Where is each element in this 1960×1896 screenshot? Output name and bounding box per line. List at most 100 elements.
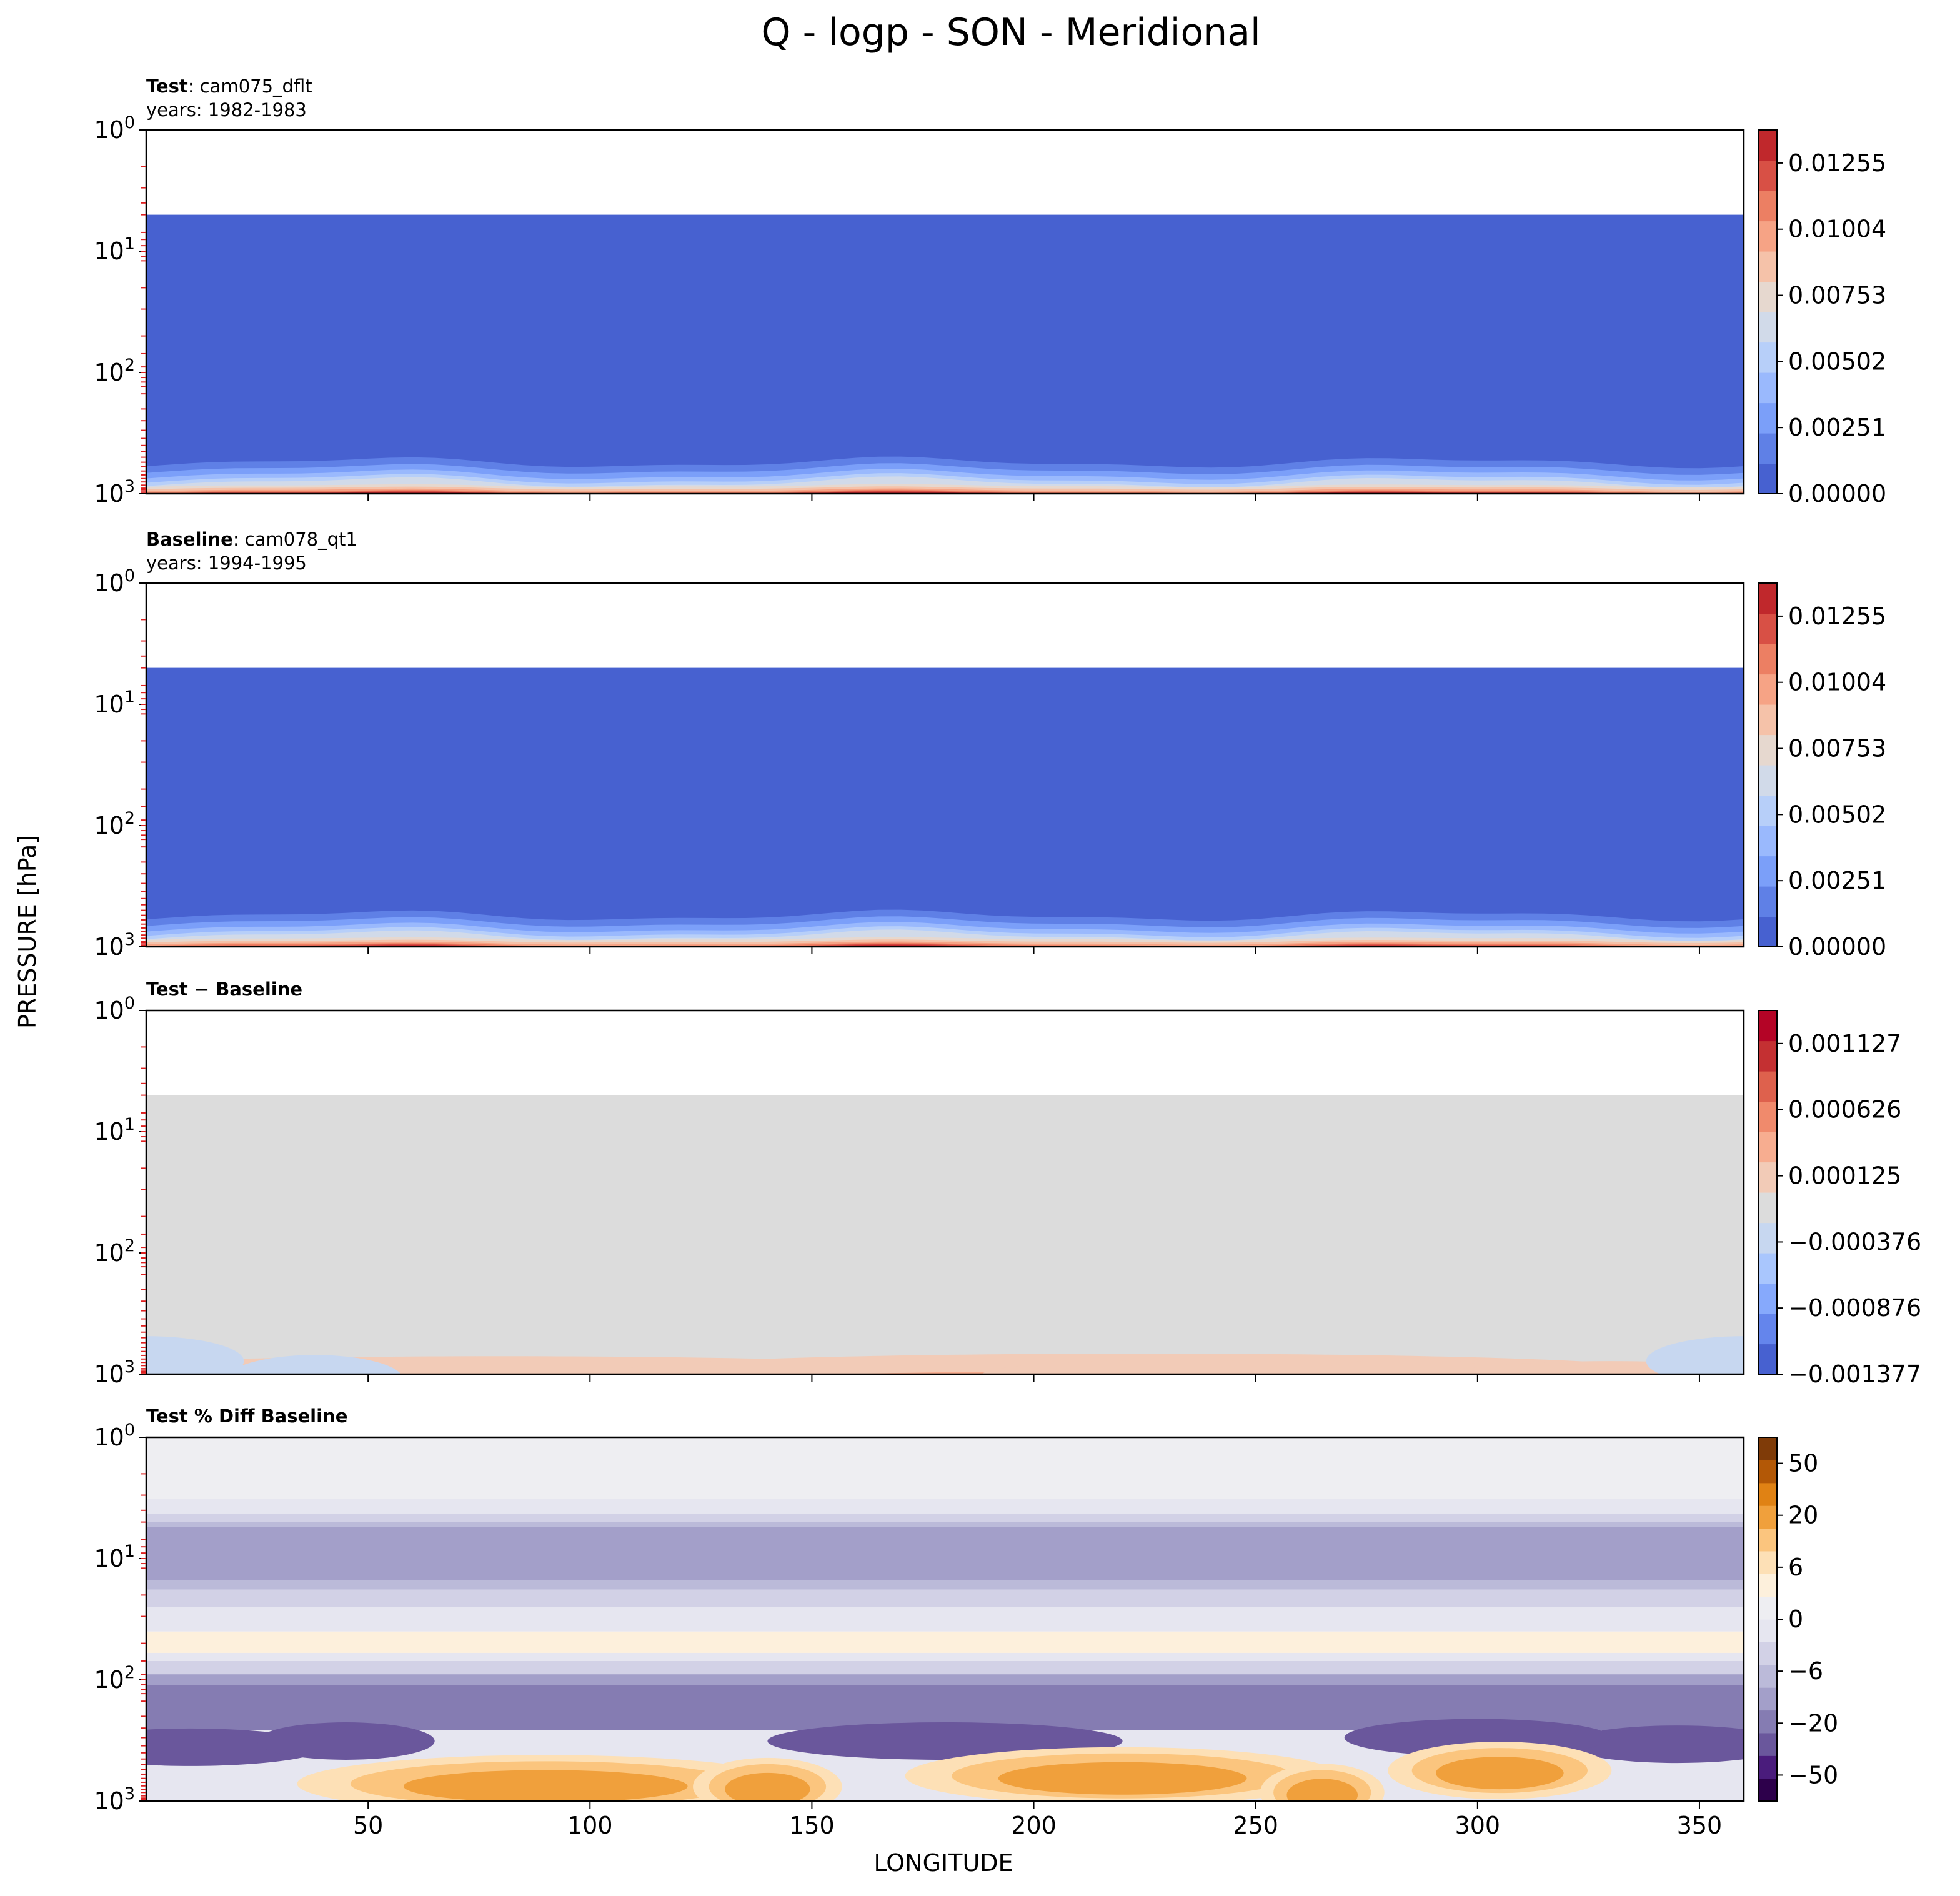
- colorbar-segment: [1758, 765, 1777, 796]
- y-tick-label: 100: [94, 1420, 135, 1451]
- colorbar-segment: [1758, 1010, 1777, 1042]
- contour-band: [679, 1385, 767, 1392]
- contour-band: [257, 1722, 435, 1760]
- contour-fill: [146, 667, 1744, 947]
- colorbar: −50 −20 −6 0 6 20 50: [1758, 1437, 1838, 1802]
- x-axis-label: LONGITUDE: [873, 1849, 1013, 1877]
- contour-band: [146, 1437, 1744, 1499]
- colorbar-segment: [1758, 704, 1777, 736]
- panel-test-minus-baseline: Test − Baseline 100 101 102 103 −0.001377−0.0…: [94, 979, 1921, 1392]
- colorbar-segment: [1758, 1596, 1777, 1620]
- contour-band: [146, 1660, 1744, 1675]
- colorbar-segment: [1758, 1574, 1777, 1597]
- colorbar-segment: [1758, 1642, 1777, 1665]
- colorbar-tick-label: 0.00000: [1788, 480, 1886, 507]
- colorbar-segment: [1758, 583, 1777, 614]
- y-tick-label: 102: [94, 809, 135, 839]
- colorbar-segment: [1758, 1314, 1777, 1345]
- colorbar-tick-label: 6: [1788, 1554, 1803, 1581]
- colorbar-tick-label: 0.00251: [1788, 867, 1886, 894]
- colorbar-tick-label: 0.00753: [1788, 282, 1886, 309]
- colorbar-segment: [1758, 1101, 1777, 1132]
- y-tick-label: 102: [94, 356, 135, 386]
- colorbar-segment: [1758, 1071, 1777, 1102]
- y-tick-label: 102: [94, 1236, 135, 1267]
- colorbar-segment: [1758, 342, 1777, 373]
- colorbar-tick-label: 0.01004: [1788, 669, 1886, 696]
- panel-label: Baseline: cam078_qt1: [146, 529, 357, 550]
- y-tick-label: 101: [94, 1115, 135, 1145]
- colorbar-segment: [1758, 1710, 1777, 1734]
- colorbar-tick-label: 0.00000: [1788, 933, 1886, 960]
- colorbar-segment: [1758, 613, 1777, 644]
- y-tick-label: 101: [94, 687, 135, 718]
- colorbar: −0.001377 −0.000876 −0.000376 0.000125 0.000…: [1758, 1010, 1921, 1388]
- plot-frame: [145, 1009, 1745, 1375]
- contour-band: [1378, 1382, 1445, 1389]
- y-tick-label: 103: [94, 1357, 135, 1388]
- contour-band: [146, 1631, 1744, 1653]
- colorbar-segment: [1758, 463, 1777, 494]
- colorbar-segment: [1758, 1253, 1777, 1284]
- panel-years: years: 1982-1983: [146, 99, 307, 121]
- panel-label: Test − Baseline: [146, 979, 302, 1000]
- y-tick-label: 100: [94, 994, 135, 1024]
- x-tick-label: 50: [353, 1812, 383, 1839]
- colorbar-segment: [1758, 372, 1777, 404]
- x-tick-label: 350: [1677, 1812, 1723, 1839]
- colorbar: 0.00000 0.00251 0.00502 0.00753 0.01004 0.012…: [1758, 129, 1886, 507]
- contour-band: [1040, 1377, 1311, 1390]
- colorbar-tick-label: 0.000125: [1788, 1162, 1901, 1190]
- colorbar-tick-label: 0.00251: [1788, 414, 1886, 441]
- y-tick-label: 100: [94, 113, 135, 144]
- contour-band: [1098, 1384, 1254, 1390]
- colorbar-segment: [1758, 1460, 1777, 1484]
- colorbar-tick-label: −0.000876: [1788, 1294, 1921, 1322]
- contour-band: [146, 1527, 1744, 1580]
- colorbar-segment: [1758, 795, 1777, 826]
- colorbar-segment: [1758, 1687, 1777, 1711]
- colorbar-segment: [1758, 674, 1777, 705]
- y-tick-label: 102: [94, 1663, 135, 1694]
- colorbar-segment: [1758, 886, 1777, 917]
- contour-band: [228, 1355, 402, 1374]
- colorbar-segment: [1758, 221, 1777, 252]
- colorbar-frame: [1758, 129, 1778, 494]
- colorbar-segment: [1758, 312, 1777, 343]
- contour-band: [1286, 1779, 1358, 1801]
- colorbar-tick-label: −50: [1788, 1761, 1838, 1789]
- colorbar-segment: [1758, 644, 1777, 675]
- y-tick-label: 103: [94, 930, 135, 960]
- y-tick-label: 100: [94, 566, 135, 597]
- x-tick-label: 250: [1233, 1812, 1278, 1839]
- colorbar-tick-label: −6: [1788, 1657, 1823, 1685]
- contour-band: [404, 1770, 688, 1801]
- colorbar-segment: [1758, 1778, 1777, 1802]
- colorbar-segment: [1758, 433, 1777, 464]
- colorbar-segment: [1758, 1192, 1777, 1224]
- colorbar-segment: [1758, 1040, 1777, 1072]
- colorbar-segment: [1758, 1283, 1777, 1314]
- colorbar-segment: [1758, 1732, 1777, 1756]
- colorbar-frame: [1758, 582, 1778, 947]
- colorbar-segment: [1758, 1132, 1777, 1163]
- colorbar: 0.00000 0.00251 0.00502 0.00753 0.01004 0.012…: [1758, 582, 1886, 960]
- x-tick-label: 150: [789, 1812, 835, 1839]
- x-tick-label: 200: [1011, 1812, 1057, 1839]
- colorbar-tick-label: 0.00753: [1788, 735, 1886, 762]
- colorbar-segment: [1758, 826, 1777, 857]
- contour-band: [146, 1589, 1744, 1607]
- colorbar-segment: [1758, 1528, 1777, 1552]
- y-tick-label: 101: [94, 1542, 135, 1572]
- colorbar-segment: [1758, 1505, 1777, 1529]
- colorbar-segment: [1758, 130, 1777, 161]
- colorbar-segment: [1758, 1437, 1777, 1460]
- contour-band: [1353, 1375, 1469, 1388]
- contour-band: [1436, 1757, 1564, 1790]
- colorbar-tick-label: 50: [1788, 1450, 1818, 1477]
- colorbar-tick-label: 0.00502: [1788, 801, 1886, 828]
- colorbar-segment: [1758, 1222, 1777, 1254]
- colorbar-tick-label: −20: [1788, 1709, 1838, 1737]
- colorbar-segment: [1758, 856, 1777, 887]
